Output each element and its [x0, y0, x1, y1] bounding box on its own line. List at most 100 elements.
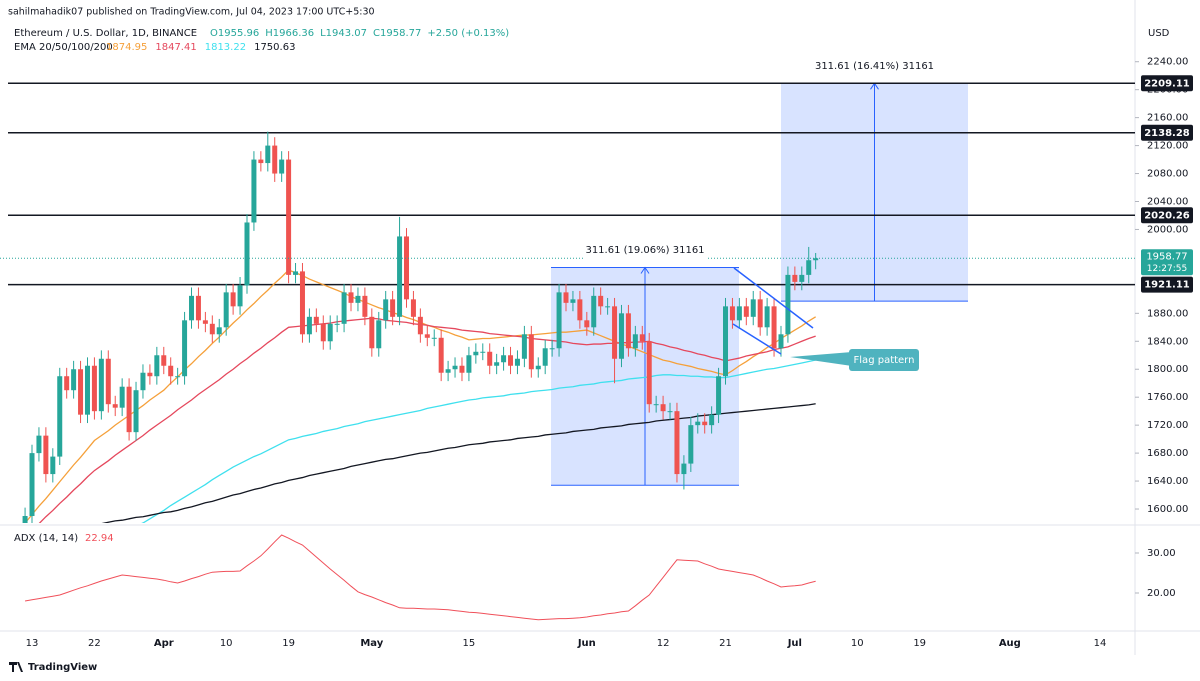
x-tick-label: 21 [719, 638, 732, 649]
candle-body [480, 351, 486, 353]
candle-body [272, 145, 278, 174]
candle-body [64, 376, 70, 391]
flag-upper-line [733, 267, 814, 329]
candle-body [36, 435, 42, 454]
candle-body [105, 358, 111, 405]
callout-box [849, 349, 919, 371]
candle-body [410, 299, 416, 317]
footer-logo: TradingView [28, 662, 97, 673]
candle-body [778, 334, 784, 349]
candle-body [514, 358, 520, 366]
candle-body [792, 274, 798, 282]
candle-body [528, 334, 534, 370]
candle-body [688, 425, 694, 464]
candle-body [161, 355, 167, 366]
ema-legend-label: EMA 20/50/100/200 [14, 42, 113, 53]
candle-body [369, 316, 375, 349]
y-tick-label: 2000.00 [1147, 224, 1188, 235]
candle-body [591, 295, 597, 328]
candle-body [667, 411, 673, 413]
ema-legend-value: 1847.41 [155, 42, 196, 53]
candle-body [445, 369, 451, 373]
last-price-box [1141, 249, 1193, 276]
candle-body [279, 159, 285, 174]
candle-body [618, 313, 624, 359]
candle-body [709, 414, 715, 426]
y-tick-label: 2080.00 [1147, 169, 1188, 180]
candle-body [313, 316, 319, 324]
symbol-title: Ethereum / U.S. Dollar, 1D, BINANCE [14, 28, 197, 39]
candle-body [771, 306, 777, 349]
candle-body [84, 365, 90, 415]
candle-body [487, 351, 493, 366]
countdown: 12:27:55 [1147, 264, 1187, 274]
logo-mark [9, 662, 23, 672]
candle-body [230, 292, 236, 307]
candle-body [202, 320, 208, 324]
ohlc-legend-item: O1955.96 [210, 28, 259, 39]
x-tick-label: 10 [851, 638, 864, 649]
price-pane [0, 82, 1135, 523]
level-label: 2020.26 [1144, 210, 1190, 221]
candle-body [431, 337, 437, 339]
candle-body [403, 236, 409, 300]
candle-body [209, 323, 215, 335]
ohlc-legend-item: C1958.77 [373, 28, 421, 39]
candle-body [390, 299, 396, 317]
candle-body [362, 295, 368, 317]
ema-legend-value: 1813.22 [205, 42, 246, 53]
candle-body [57, 376, 63, 457]
candle-body [549, 348, 555, 350]
candle-body [299, 271, 305, 335]
candle-body [223, 292, 229, 328]
callout-pointer [790, 352, 852, 366]
candle-body [695, 421, 701, 426]
y-tick-label: 1640.00 [1147, 476, 1188, 487]
candle-body [376, 320, 382, 349]
candle-body [355, 295, 361, 303]
candle-body [723, 306, 729, 377]
candle-body [424, 334, 430, 338]
candle-body [50, 456, 56, 475]
candle-body [237, 285, 243, 307]
candle-body [716, 376, 722, 415]
candle-body [334, 323, 340, 325]
ohlc-legend-item: H1966.36 [265, 28, 314, 39]
x-tick-label: Aug [999, 638, 1021, 649]
candle-body [646, 341, 652, 405]
candle-body [293, 271, 299, 275]
candle-body [320, 323, 326, 342]
adx-legend-label: ADX (14, 14) [14, 533, 78, 544]
candle-body [799, 274, 805, 282]
x-tick-label: Jun [577, 638, 596, 649]
level-label: 2138.28 [1144, 128, 1190, 139]
adx-y-tick-label: 30.00 [1147, 548, 1176, 559]
candle-body [681, 463, 687, 475]
candle-body [466, 355, 472, 373]
candle-body [542, 348, 548, 366]
x-tick-label: 15 [463, 638, 476, 649]
candle-body [813, 258, 819, 261]
level-label-box [1141, 276, 1193, 293]
y-tick-label: 2160.00 [1147, 113, 1188, 124]
candle-body [397, 236, 403, 317]
candle-body [182, 320, 188, 377]
candle-body [258, 159, 264, 164]
candle-body [605, 306, 611, 308]
candle-body [508, 355, 514, 366]
candle-body [119, 386, 125, 408]
candle-body [535, 365, 541, 370]
candle-body [577, 299, 583, 321]
ohlc-legend-item: +2.50 (+0.13%) [427, 28, 509, 39]
ema-line [141, 359, 816, 523]
candle-body [133, 390, 139, 433]
y-tick-label: 1720.00 [1147, 420, 1188, 431]
y-tick-label: 1600.00 [1147, 504, 1188, 515]
candle-body [244, 222, 250, 286]
candle-body [98, 358, 104, 412]
candle-body [71, 369, 77, 391]
x-tick-label: 12 [657, 638, 670, 649]
level-label-box [1141, 75, 1193, 92]
